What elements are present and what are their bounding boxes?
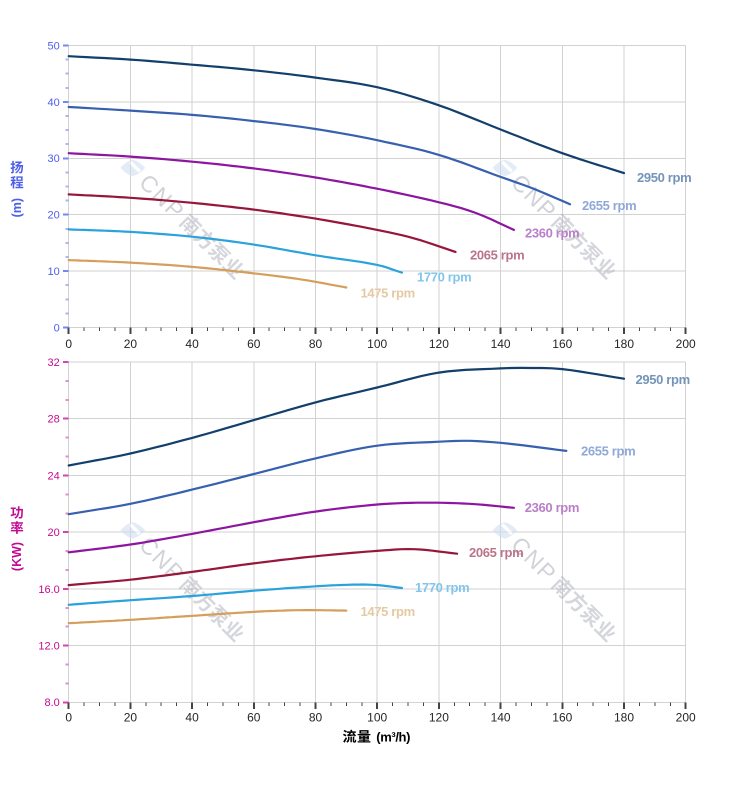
svg-text:2065 rpm: 2065 rpm xyxy=(469,545,523,560)
svg-text:30: 30 xyxy=(48,153,60,165)
svg-text:(m³/h): (m³/h) xyxy=(376,729,410,744)
svg-text:0: 0 xyxy=(54,322,60,334)
svg-text:140: 140 xyxy=(491,337,511,351)
svg-text:2360 rpm: 2360 rpm xyxy=(525,226,579,241)
svg-text:160: 160 xyxy=(552,710,572,724)
svg-text:20: 20 xyxy=(124,337,138,351)
svg-text:24: 24 xyxy=(48,470,60,482)
svg-text:2950 rpm: 2950 rpm xyxy=(636,372,690,387)
svg-text:60: 60 xyxy=(247,337,261,351)
svg-text:10: 10 xyxy=(48,266,60,278)
svg-text:200: 200 xyxy=(676,337,696,351)
svg-text:40: 40 xyxy=(185,710,199,724)
svg-text:60: 60 xyxy=(247,710,261,724)
svg-text:50: 50 xyxy=(48,40,60,52)
svg-text:1475 rpm: 1475 rpm xyxy=(361,286,415,301)
svg-text:1770 rpm: 1770 rpm xyxy=(417,270,471,285)
svg-text:0: 0 xyxy=(65,337,72,351)
svg-text:100: 100 xyxy=(367,710,387,724)
svg-text:16.0: 16.0 xyxy=(38,584,59,596)
svg-text:12.0: 12.0 xyxy=(38,641,59,653)
svg-text:(KW): (KW) xyxy=(10,542,24,571)
svg-text:0: 0 xyxy=(65,710,72,724)
svg-text:20: 20 xyxy=(48,527,60,539)
svg-text:32: 32 xyxy=(48,357,60,369)
svg-text:2950 rpm: 2950 rpm xyxy=(637,170,691,185)
svg-text:200: 200 xyxy=(676,710,696,724)
svg-text:(m): (m) xyxy=(10,198,24,217)
svg-text:20: 20 xyxy=(48,210,60,222)
svg-text:180: 180 xyxy=(614,337,634,351)
svg-text:2360 rpm: 2360 rpm xyxy=(525,500,579,515)
svg-text:2065 rpm: 2065 rpm xyxy=(470,248,524,263)
svg-text:1770 rpm: 1770 rpm xyxy=(415,580,469,595)
svg-text:1475 rpm: 1475 rpm xyxy=(361,604,415,619)
svg-text:40: 40 xyxy=(48,97,60,109)
svg-text:2655 rpm: 2655 rpm xyxy=(582,198,636,213)
svg-text:160: 160 xyxy=(552,337,572,351)
svg-text:140: 140 xyxy=(491,710,511,724)
svg-text:80: 80 xyxy=(309,710,323,724)
svg-text:20: 20 xyxy=(124,710,138,724)
svg-text:100: 100 xyxy=(367,337,387,351)
svg-text:120: 120 xyxy=(429,710,449,724)
svg-text:28: 28 xyxy=(48,414,60,426)
svg-text:180: 180 xyxy=(614,710,634,724)
svg-text:80: 80 xyxy=(309,337,323,351)
svg-text:8.0: 8.0 xyxy=(45,697,60,709)
svg-text:120: 120 xyxy=(429,337,449,351)
svg-text:2655 rpm: 2655 rpm xyxy=(581,444,635,459)
svg-text:40: 40 xyxy=(185,337,199,351)
